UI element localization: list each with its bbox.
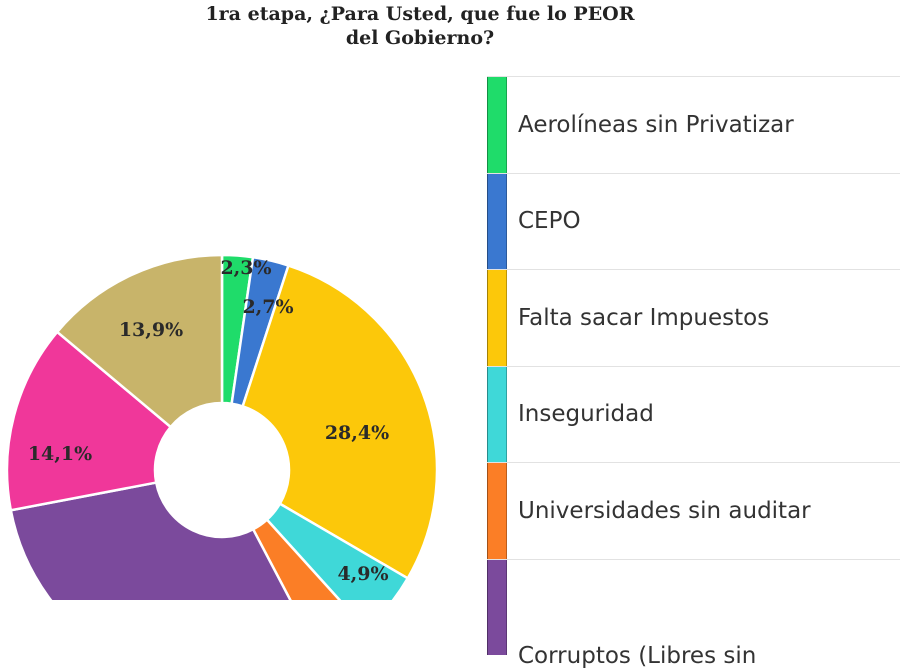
chart-title-line-2: del Gobierno? [345, 27, 495, 49]
slice-value-label: 14,1% [28, 443, 92, 465]
legend-item[interactable]: Corruptos (Libres sin [487, 558, 900, 669]
legend-item[interactable]: CEPO [487, 172, 900, 269]
legend-item[interactable]: Aerolíneas sin Privatizar [487, 76, 900, 173]
donut-slices [5, 253, 439, 600]
donut-labels: 2,3% 2,7% 28,4% 4,9% 14,1% 13,9% [28, 257, 389, 585]
legend-label: Inseguridad [518, 401, 654, 428]
legend-swatch [487, 366, 507, 462]
slice-value-label: 13,9% [119, 319, 183, 341]
slice-value-label: 28,4% [325, 422, 389, 444]
legend: Aerolíneas sin Privatizar CEPO Falta sac… [487, 76, 900, 669]
donut-slice[interactable] [265, 502, 410, 600]
legend-item[interactable]: Falta sacar Impuestos [487, 269, 900, 366]
chart-title-line-1: 1ra etapa, ¿Para Usted, que fue lo PEOR [205, 3, 635, 25]
donut-slice[interactable] [241, 263, 439, 580]
legend-swatch [487, 559, 507, 655]
legend-label: Corruptos (Libres sin [518, 643, 757, 669]
slice-value-label: 2,7% [242, 296, 293, 318]
legend-swatch [487, 173, 507, 269]
legend-swatch [487, 270, 507, 366]
legend-swatch [487, 463, 507, 559]
chart-title: 1ra etapa, ¿Para Usted, que fue lo PEOR … [150, 2, 690, 50]
slice-value-label: 4,9% [337, 563, 388, 585]
donut-slice[interactable] [55, 253, 224, 429]
legend-label: Universidades sin auditar [518, 497, 811, 524]
legend-swatch [487, 77, 507, 173]
legend-label: CEPO [518, 208, 581, 235]
legend-item[interactable]: Inseguridad [487, 365, 900, 462]
donut-slice[interactable] [9, 481, 322, 600]
legend-item[interactable]: Universidades sin auditar [487, 462, 900, 559]
legend-label: Aerolíneas sin Privatizar [518, 111, 794, 138]
donut-chart: 2,3% 2,7% 28,4% 4,9% 14,1% 13,9% [5, 253, 439, 600]
donut-slice[interactable] [5, 330, 173, 512]
slice-value-label: 2,3% [220, 257, 271, 279]
legend-label: Falta sacar Impuestos [518, 304, 770, 331]
